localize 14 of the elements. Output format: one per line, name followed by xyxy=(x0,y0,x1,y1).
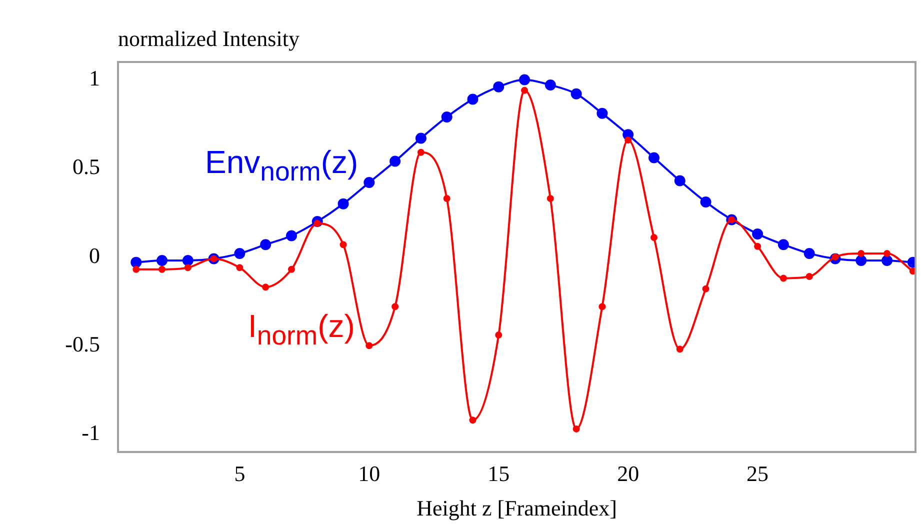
y-tick-label: -1 xyxy=(82,420,100,446)
x-tick-label: 20 xyxy=(617,460,640,486)
series-label: Env$_{norm}$(z) xyxy=(205,144,358,186)
x-tick-label: 5 xyxy=(234,460,246,486)
y-tick-label: 1 xyxy=(89,66,100,91)
y-axis-title: normalized Intensity xyxy=(118,26,300,52)
series-label: I$_{norm}$(z) xyxy=(248,308,355,350)
y-tick-label: -0.5 xyxy=(65,331,100,356)
y-tick-label: 0.5 xyxy=(72,154,100,180)
x-tick-label: 15 xyxy=(488,460,510,486)
x-tick-label: 25 xyxy=(746,460,769,486)
x-axis-title: Height z [Frameindex] xyxy=(416,496,617,521)
y-tick-label: 0 xyxy=(89,242,100,268)
x-tick-label: 10 xyxy=(358,460,380,486)
